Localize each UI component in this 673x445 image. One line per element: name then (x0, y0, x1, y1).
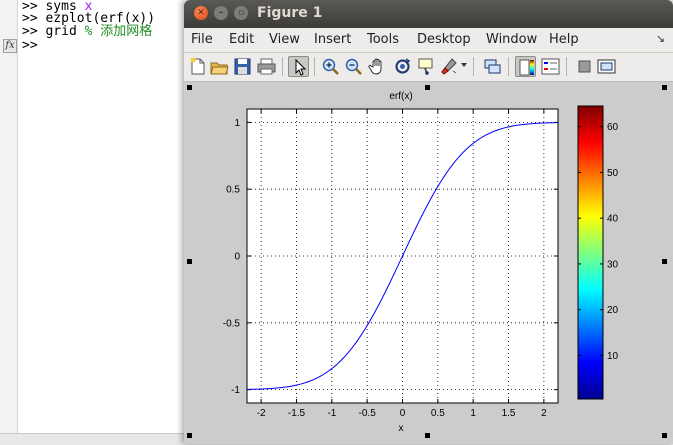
colorbar-tick-label: 20 (607, 305, 619, 316)
brush-dropdown-icon[interactable] (461, 63, 467, 67)
command-gutter: fx (0, 0, 18, 444)
x-tick-label: -1 (327, 408, 336, 419)
brush-icon[interactable] (438, 56, 459, 77)
x-tick-label: 2 (541, 408, 547, 419)
x-tick-label: 0 (400, 408, 406, 419)
menu-tools[interactable]: Tools (367, 32, 400, 47)
colorbar-tick-label: 10 (607, 351, 619, 362)
figure-canvas[interactable]: erf(x) -2 -1.5 -1 -0.5 0 0.5 1 1.5 2 -1 -0.5 0 0.5 1 … (184, 82, 673, 444)
pan-hand-icon[interactable] (367, 56, 388, 77)
selection-handle[interactable] (425, 85, 430, 90)
menu-edit[interactable]: Edit (229, 32, 255, 47)
x-tick-label: -0.5 (359, 408, 377, 419)
menu-bar: File Edit View Insert Tools Desktop Wind… (184, 28, 673, 53)
title-bar[interactable]: ✕ – ▫ Figure 1 (184, 0, 673, 28)
maximize-window-button[interactable]: ▫ (234, 6, 248, 20)
menu-desktop[interactable]: Desktop (417, 32, 471, 47)
link-plot-icon[interactable] (482, 56, 503, 77)
selection-handle[interactable] (425, 433, 430, 438)
command-text: ezplot(erf(x)) (45, 11, 156, 26)
figure-toolbar (184, 53, 673, 82)
prompt: >> (22, 38, 38, 53)
save-icon[interactable] (232, 56, 253, 77)
grid-lines (247, 109, 558, 403)
y-tick-label: -1 (231, 385, 240, 396)
colorbar-tick-label: 40 (607, 214, 619, 225)
command-line-3: >> grid % 添加网格 (22, 25, 152, 38)
toolbar-separator (314, 57, 315, 76)
show-plot-tools-icon[interactable] (596, 56, 617, 77)
function-browser-icon[interactable]: fx (3, 39, 17, 53)
zoom-out-icon[interactable] (343, 56, 364, 77)
toolbar-separator (566, 57, 567, 76)
x-axis-label: x (399, 423, 404, 434)
colorbar-tick-label: 30 (607, 259, 619, 270)
toolbar-separator (282, 57, 283, 76)
menu-insert[interactable]: Insert (314, 32, 352, 47)
selection-handle[interactable] (662, 433, 667, 438)
rotate-3d-icon[interactable] (392, 56, 413, 77)
x-tick-label: -2 (257, 408, 266, 419)
y-tick-label: 0 (234, 252, 240, 263)
y-tick-label: -0.5 (223, 318, 241, 329)
erf-curve[interactable] (246, 122, 559, 390)
y-tick-label: 1 (234, 118, 240, 129)
command-text: grid (45, 24, 77, 39)
colorbar-ticks: 10 20 30 40 50 60 (578, 122, 619, 362)
command-line-1: >> syms x (22, 0, 92, 13)
close-window-button[interactable]: ✕ (194, 6, 208, 20)
colorbar-tick-label: 60 (607, 122, 619, 133)
plot-svg: erf(x) -2 -1.5 -1 -0.5 0 0.5 1 1.5 2-1-0.500.51 … (223, 91, 619, 434)
x-tick-label: 1.5 (502, 408, 516, 419)
new-figure-icon[interactable] (187, 56, 208, 77)
window-title: Figure 1 (257, 5, 323, 21)
menu-view[interactable]: View (269, 32, 300, 47)
selection-handle[interactable] (662, 259, 667, 264)
colorbar[interactable] (577, 105, 604, 400)
command-comment: % 添加网格 (84, 24, 153, 39)
command-text: syms (45, 0, 77, 14)
colorbar-tick-label: 50 (607, 168, 619, 179)
axis-ticks: -2 -1.5 -1 -0.5 0 0.5 1 1.5 2 -1 -0.5 0 0.5 1 (223, 109, 558, 419)
x-tick-label: -1.5 (288, 408, 306, 419)
edit-plot-arrow-icon[interactable] (288, 56, 309, 77)
insert-legend-icon[interactable] (540, 56, 561, 77)
figure-window[interactable]: ✕ – ▫ Figure 1 File Edit View Insert Too… (184, 0, 673, 444)
selection-handle[interactable] (187, 85, 192, 90)
open-file-icon[interactable] (209, 56, 230, 77)
selection-handle[interactable] (187, 433, 192, 438)
hide-plot-tools-icon[interactable] (574, 56, 595, 77)
insert-colorbar-icon[interactable] (515, 56, 536, 77)
selection-handle[interactable] (187, 259, 192, 264)
toolbar-separator (508, 57, 509, 76)
prompt: >> (22, 24, 38, 39)
command-prompt-line[interactable]: >> (22, 39, 38, 52)
x-tick-label: 0.5 (431, 408, 445, 419)
x-tick-label: 1 (470, 408, 476, 419)
prompt: >> (22, 11, 38, 26)
menu-window[interactable]: Window (486, 32, 538, 47)
prompt: >> (22, 0, 38, 14)
print-icon[interactable] (256, 56, 277, 77)
plot-title: erf(x) (389, 91, 412, 102)
minimize-window-button[interactable]: – (214, 6, 228, 20)
y-tick-label: 0.5 (226, 185, 240, 196)
zoom-in-icon[interactable] (320, 56, 341, 77)
menu-help[interactable]: Help (549, 32, 579, 47)
data-cursor-icon[interactable] (416, 56, 437, 77)
selection-handle[interactable] (662, 85, 667, 90)
menu-file[interactable]: File (191, 32, 213, 47)
toolbar-separator (473, 57, 474, 76)
command-line-2: >> ezplot(erf(x)) (22, 12, 155, 25)
axes-frame (246, 108, 559, 404)
menu-overflow-icon[interactable]: ↘ (655, 32, 665, 45)
command-argument: x (84, 0, 93, 14)
